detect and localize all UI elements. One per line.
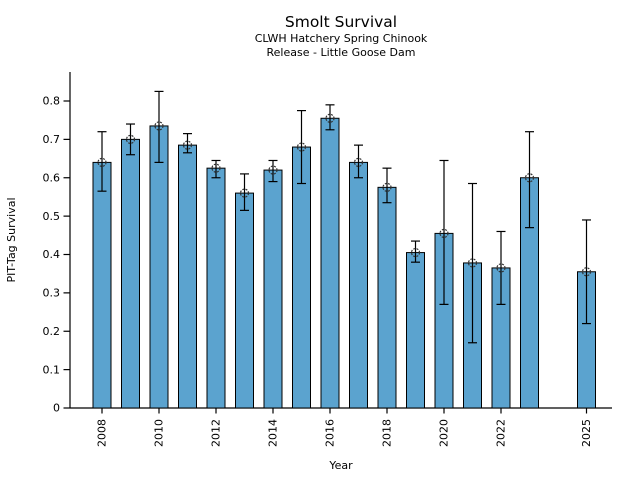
point-marker-2016 (325, 113, 335, 123)
bar-2008 (92, 161, 112, 409)
point-marker-2018 (382, 182, 392, 192)
x-tick-label: 2020 (438, 419, 451, 447)
point-marker-2012 (211, 163, 221, 173)
point-marker-2015 (296, 142, 307, 152)
y-tick-label: 0.1 (43, 363, 61, 376)
bar-2015 (292, 146, 311, 409)
bar-2009 (121, 138, 140, 409)
y-tick-label: 0.8 (43, 95, 61, 108)
point-marker-2014 (268, 165, 278, 175)
y-tick-label: 0.6 (43, 171, 61, 184)
chart-subtitle-line2: Release - Little Goose Dam (267, 46, 416, 59)
y-tick-label: 0.3 (43, 287, 61, 300)
point-marker-2021 (467, 258, 478, 268)
bar-2011 (178, 144, 197, 409)
point-marker-2019 (410, 247, 421, 258)
point-marker-2010 (154, 121, 164, 131)
chart-title: Smolt Survival (285, 13, 397, 31)
point-marker-2013 (239, 188, 250, 198)
bar-2010 (149, 125, 169, 409)
bar-2018 (377, 186, 397, 409)
point-marker-2023 (524, 173, 535, 183)
bar-2013 (235, 192, 254, 409)
y-tick-label: 0 (53, 402, 60, 415)
bar-2017 (349, 161, 368, 409)
chart-subtitle-line1: CLWH Hatchery Spring Chinook (255, 32, 428, 45)
x-axis-label: Year (328, 459, 353, 472)
x-tick-label: 2022 (495, 419, 508, 447)
point-marker-2025 (581, 267, 592, 277)
x-tick-label: 2012 (210, 419, 223, 447)
point-marker-2020 (439, 228, 449, 238)
bar-2019 (406, 252, 425, 409)
y-tick-label: 0.4 (43, 248, 61, 261)
y-tick-label: 0.2 (43, 325, 61, 338)
point-marker-2011 (182, 140, 193, 150)
point-marker-2008 (97, 157, 107, 167)
bar-2016 (320, 117, 340, 409)
x-tick-label: 2025 (580, 419, 593, 447)
y-tick-label: 0.7 (43, 133, 61, 146)
point-marker-2022 (496, 263, 506, 273)
x-tick-label: 2018 (381, 419, 394, 447)
bar-2014 (263, 169, 283, 409)
point-marker-2017 (353, 157, 364, 167)
x-tick-label: 2008 (96, 419, 109, 447)
x-tick-label: 2010 (153, 419, 166, 447)
x-tick-label: 2014 (267, 419, 280, 447)
y-axis-label: PIT-Tag Survival (5, 197, 18, 282)
bar-2012 (206, 167, 226, 409)
y-tick-label: 0.5 (43, 210, 61, 223)
point-marker-2009 (125, 134, 136, 144)
x-tick-label: 2016 (324, 419, 337, 447)
plot-area: 0 0.1 0.2 0.3 0.4 0.5 0.6 0.7 0.8 2008 2010 2012 201… (43, 72, 612, 447)
